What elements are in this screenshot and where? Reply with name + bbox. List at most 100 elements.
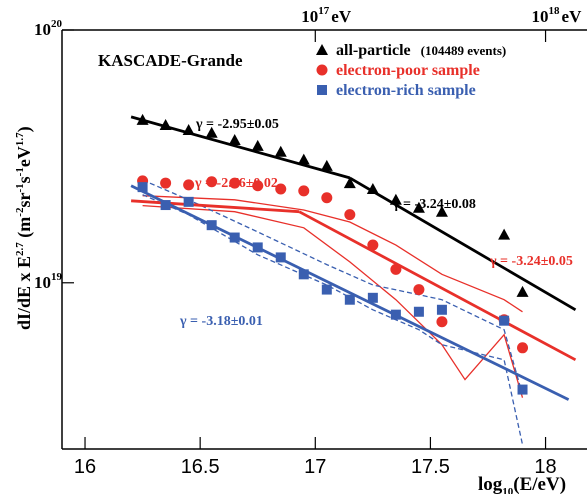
label-text: log	[478, 474, 503, 494]
data-point	[251, 139, 264, 151]
label-text: eV	[14, 146, 34, 167]
y-tick-label: 1019	[34, 271, 63, 292]
legend-name: all-particle	[336, 42, 411, 59]
data-point	[517, 342, 529, 354]
data-point	[344, 294, 355, 305]
label-text: )	[14, 126, 35, 132]
label-superscript: -1	[14, 183, 26, 192]
tick-exponent: 20	[51, 18, 63, 30]
tick-base: 10	[532, 7, 549, 26]
x-tick-label: 18	[534, 456, 556, 478]
band-line	[142, 179, 524, 395]
data-point	[412, 201, 425, 213]
tick-exponent: 17	[318, 5, 330, 17]
tick-base: 10	[34, 273, 51, 292]
legend-name: electron-poor sample	[336, 62, 480, 79]
data-point	[160, 177, 172, 189]
data-point	[436, 304, 447, 315]
data-point	[228, 134, 241, 146]
legend-entry: electron-poor sample	[336, 62, 480, 79]
data-point	[275, 183, 287, 195]
data-point	[389, 193, 402, 205]
data-point	[252, 180, 264, 192]
tick-exponent: 19	[51, 271, 63, 283]
label-text: (E/eV)	[513, 474, 566, 494]
data-point	[183, 196, 194, 207]
data-point	[297, 153, 310, 165]
data-point	[137, 182, 148, 193]
fit-line	[130, 184, 570, 401]
label-text: sr	[14, 193, 34, 208]
data-point	[499, 315, 510, 326]
band-line	[142, 195, 523, 313]
tick-base: 10	[34, 20, 51, 39]
fit-label: γ = -3.24±0.08	[392, 197, 476, 212]
data-point	[206, 176, 218, 188]
data-point	[136, 113, 149, 125]
label-text: s	[14, 176, 34, 183]
fit-label: γ = -2.95±0.05	[195, 117, 279, 132]
data-point	[366, 182, 379, 194]
label-superscript: -1	[14, 167, 26, 176]
tick-base: 10	[301, 7, 318, 26]
legend-note: (104489 events)	[421, 43, 507, 58]
label-superscript: 2.7	[14, 242, 26, 256]
fit-line	[298, 210, 577, 362]
x-axis-label: log10(E/eV)	[478, 474, 566, 494]
data-point	[274, 145, 287, 157]
data-point	[390, 309, 401, 320]
label-text: (m	[14, 217, 35, 243]
data-point	[436, 316, 448, 328]
data-point	[182, 124, 195, 136]
data-point	[517, 384, 528, 395]
data-point	[413, 306, 424, 317]
data-point	[206, 220, 217, 231]
data-point	[159, 118, 172, 130]
legend-marker	[317, 85, 327, 95]
data-point	[343, 177, 356, 189]
legend-marker	[316, 44, 328, 55]
chart-title: KASCADE-Grande	[98, 51, 243, 70]
fit-line	[131, 199, 300, 214]
data-point	[344, 209, 356, 221]
data-point	[298, 185, 310, 197]
data-point	[367, 239, 379, 251]
data-point	[498, 228, 511, 240]
tick-unit: eV	[331, 7, 352, 26]
label-superscript: -2	[14, 207, 26, 217]
data-point	[275, 252, 286, 263]
legend-name: electron-rich sample	[336, 82, 476, 99]
data-point	[229, 177, 241, 189]
label-text: dI/dE x E	[14, 256, 34, 330]
x-tick-label: 17.5	[411, 456, 450, 478]
y-axis-label: dI/dE x E2.7 (m-2sr-1s-1eV1.7)	[14, 126, 35, 330]
fit-line	[349, 176, 577, 312]
label-superscript: 1.7	[14, 132, 26, 146]
x-tick-label: 16.5	[181, 456, 220, 478]
x-tick-label: 16	[74, 456, 96, 478]
data-point	[435, 205, 448, 217]
data-point	[321, 284, 332, 295]
tick-unit: eV	[562, 7, 583, 26]
band-line	[142, 204, 524, 398]
top-x-tick-label: 1017 eV	[301, 5, 352, 26]
label-subscript: 10	[502, 486, 514, 494]
legend-entry: electron-rich sample	[336, 82, 476, 99]
data-point	[516, 285, 529, 297]
legend-marker	[316, 64, 328, 76]
data-point	[320, 159, 333, 171]
data-point	[205, 126, 218, 138]
data-point	[252, 242, 263, 253]
y-tick-label: 1020	[34, 18, 63, 39]
data-point	[298, 269, 309, 280]
data-point	[390, 263, 402, 275]
tick-exponent: 18	[549, 5, 561, 17]
top-x-tick-label: 1018 eV	[532, 5, 583, 26]
data-point	[183, 179, 195, 191]
data-point	[160, 200, 171, 211]
data-point	[367, 292, 378, 303]
data-point	[229, 232, 240, 243]
fit-label: γ = -3.24±0.05	[489, 254, 573, 269]
data-point	[321, 192, 333, 204]
